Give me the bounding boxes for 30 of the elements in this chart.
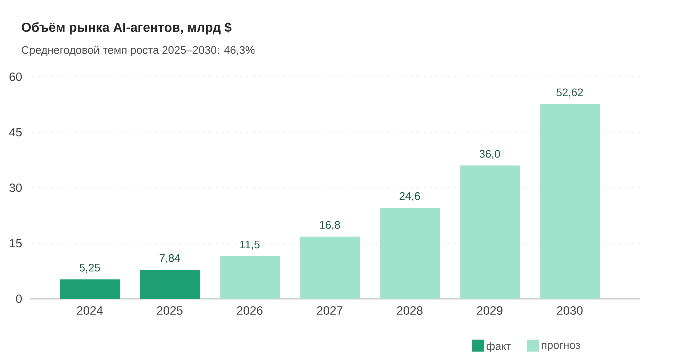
data-label: 16,8: [320, 221, 340, 230]
y-tick-label: 45: [9, 128, 22, 137]
x-tick-label: 2030: [557, 306, 583, 315]
data-label: 7,84: [160, 254, 180, 264]
x-tick-label: 2027: [317, 306, 343, 315]
legend-label: факт: [486, 342, 512, 352]
bar: [140, 270, 200, 299]
legend-label: прогноз: [542, 343, 580, 352]
data-label: 5,25: [80, 264, 100, 274]
y-tick-label: 0: [16, 294, 22, 304]
bar: [220, 256, 280, 299]
bar: [380, 208, 440, 299]
y-tick-label: 30: [10, 184, 22, 192]
bar: [540, 104, 600, 299]
x-tick-label: 2024: [77, 306, 103, 315]
x-tick-label: 2025: [157, 306, 183, 315]
bar: [60, 280, 120, 299]
x-tick-label: 2029: [477, 306, 503, 315]
data-label: 11,5: [240, 240, 260, 250]
data-label: 24,6: [400, 192, 420, 202]
y-tick-label: 15: [10, 239, 22, 248]
x-tick-label: 2026: [237, 306, 263, 315]
chart-subtitle: Среднегодовой темп роста 2025–2030: 46,3%: [22, 46, 255, 56]
chart-title: Объём рынка AI-агентов, млрд $: [22, 22, 232, 35]
x-tick-label: 2028: [397, 306, 423, 315]
data-label: 36,0: [480, 150, 500, 160]
y-tick-label: 60: [10, 72, 22, 82]
data-label: 52,62: [556, 88, 584, 98]
bar: [460, 166, 520, 299]
bar: [300, 236, 360, 299]
